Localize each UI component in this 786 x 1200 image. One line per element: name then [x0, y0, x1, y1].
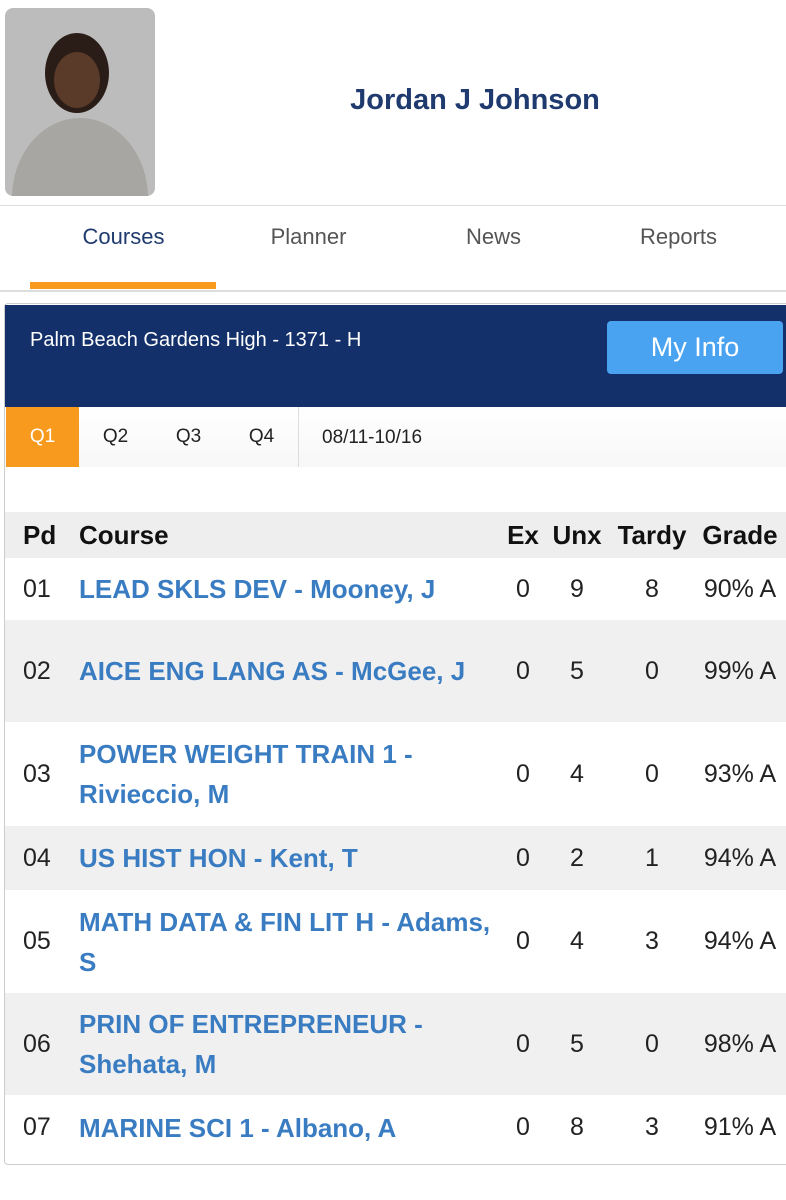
course-link[interactable]: US HIST HON - Kent, T [79, 843, 358, 873]
table-header: Pd Course Ex Unx Tardy Grade [5, 512, 786, 558]
unexcused-absences: 5 [570, 1029, 584, 1058]
tardies: 0 [645, 759, 659, 788]
table-row: 04 US HIST HON - Kent, T 0 2 1 94% A [5, 826, 786, 890]
course-link[interactable]: AICE ENG LANG AS - McGee, J [79, 656, 466, 686]
grade: 94% A [703, 843, 777, 872]
period: 04 [23, 843, 51, 872]
table-row: 03 POWER WEIGHT TRAIN 1 - Rivieccio, M 0 4 0… [5, 722, 786, 826]
column-header: Grade [702, 519, 778, 550]
divider [0, 290, 786, 292]
table-row: 02 AICE ENG LANG AS - McGee, J 0 5 0 99% A [5, 620, 786, 722]
table-row: 07 MARINE SCI 1 - Albano, A 0 8 3 91% A [5, 1095, 786, 1160]
period: 07 [23, 1113, 51, 1141]
tardies: 1 [645, 843, 659, 872]
grade: 90% A [703, 574, 777, 603]
period: 01 [23, 574, 51, 603]
column-header: Course [79, 519, 169, 550]
period: 02 [23, 656, 51, 685]
grade: 94% A [703, 927, 777, 955]
excused-absences: 0 [516, 927, 530, 955]
course-link[interactable]: MATH DATA & FIN LIT H - Adams, S [79, 906, 491, 977]
active-tab-indicator [30, 282, 216, 289]
tardies: 0 [645, 1029, 659, 1058]
tardies: 8 [645, 574, 659, 603]
panel [4, 303, 786, 1165]
nav-tab[interactable]: News [465, 224, 521, 249]
excused-absences: 0 [516, 656, 530, 685]
my-info-button[interactable]: My Info [607, 321, 783, 374]
excused-absences: 0 [516, 574, 530, 603]
column-header: Pd [23, 519, 57, 550]
table-row: 01 LEAD SKLS DEV - Mooney, J 0 9 8 90% A [5, 558, 786, 620]
excused-absences: 0 [516, 843, 530, 872]
course-link[interactable]: PRIN OF ENTREPRENEUR - Shehata, M [79, 1009, 423, 1079]
divider [298, 407, 299, 467]
table-row: 05 MATH DATA & FIN LIT H - Adams, S 0 4 3 94%… [5, 890, 786, 993]
unexcused-absences: 4 [570, 759, 584, 788]
excused-absences: 0 [516, 1113, 530, 1141]
tardies: 3 [645, 1113, 659, 1141]
column-header: Tardy [617, 519, 687, 550]
table-row: 06 PRIN OF ENTREPRENEUR - Shehata, M 0 5 0 98… [5, 993, 786, 1095]
course-link[interactable]: LEAD SKLS DEV - Mooney, J [79, 574, 436, 604]
divider [0, 205, 786, 206]
unexcused-absences: 4 [570, 927, 584, 955]
grade: 98% A [703, 1029, 777, 1058]
nav-tab[interactable]: Courses [82, 224, 165, 249]
date-range: 08/11-10/16 [322, 427, 423, 448]
period: 03 [23, 759, 51, 788]
tardies: 3 [645, 927, 659, 955]
profile-photo [5, 8, 155, 196]
term-tab[interactable]: Q1 [6, 407, 79, 467]
term-tab[interactable]: Q2 [102, 426, 129, 447]
excused-absences: 0 [516, 759, 530, 788]
unexcused-absences: 5 [570, 656, 584, 685]
course-link[interactable]: MARINE SCI 1 - Albano, A [79, 1112, 397, 1143]
period: 05 [23, 927, 51, 955]
period: 06 [23, 1029, 51, 1058]
column-header: Ex [507, 519, 539, 550]
grade: 93% A [703, 759, 777, 788]
nav-tab[interactable]: Reports [639, 224, 718, 249]
term-bar [5, 407, 786, 467]
student-name: Jordan J Johnson [350, 84, 600, 116]
unexcused-absences: 8 [570, 1113, 584, 1141]
unexcused-absences: 2 [570, 843, 584, 872]
grade: 99% A [703, 656, 777, 685]
school-name: Palm Beach Gardens High - 1371 - H [30, 329, 362, 351]
course-link[interactable]: POWER WEIGHT TRAIN 1 - Rivieccio, M [79, 739, 413, 809]
term-tab[interactable]: Q3 [175, 426, 202, 447]
tardies: 0 [645, 656, 659, 685]
column-header: Unx [552, 519, 602, 550]
excused-absences: 0 [516, 1029, 530, 1058]
nav-tab[interactable]: Planner [270, 224, 347, 249]
unexcused-absences: 9 [570, 574, 584, 603]
grade: 91% A [703, 1113, 777, 1141]
term-tab[interactable]: Q4 [248, 426, 275, 447]
